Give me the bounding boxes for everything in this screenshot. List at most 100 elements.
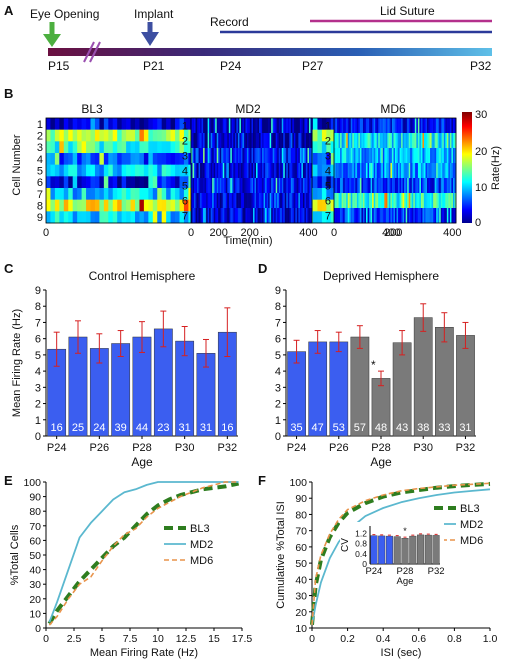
x-tick-label: P26 <box>329 442 349 454</box>
panel-label-e: E <box>4 473 13 488</box>
panel-label-c: C <box>4 261 14 276</box>
heatmap-row <box>334 118 457 134</box>
significance-marker: * <box>371 358 376 372</box>
error-bar <box>160 310 167 348</box>
error-bar <box>399 330 406 356</box>
inset-y-tick: 1.2 <box>355 529 367 539</box>
inset-bar <box>424 534 432 565</box>
error-bar <box>420 303 427 332</box>
x-tick-label: P28 <box>132 442 152 454</box>
y-tick-label: 0 <box>35 431 41 443</box>
y-tick-label: 90 <box>295 493 307 505</box>
inset-bar <box>401 538 409 565</box>
heatmap-xlabel: Time(min) <box>223 235 272 247</box>
x-tick-label: 17.5 <box>232 633 253 645</box>
heatmap-row <box>334 133 457 149</box>
heatmap-row-label: 7 <box>37 189 43 201</box>
heatmap-row-label: 2 <box>325 136 331 148</box>
timeline: Eye Opening Implant Record Lid Suture P1… <box>30 4 492 73</box>
heatmap-row-label: 5 <box>182 181 188 193</box>
heatmap-row <box>191 178 313 194</box>
bar-count-label: 48 <box>375 422 387 434</box>
series-line-md6 <box>311 482 491 625</box>
x-tick-label: P30 <box>413 442 433 454</box>
inset-x-tick: P32 <box>428 566 445 577</box>
heatmap-xtick: 400 <box>382 227 400 239</box>
error-bar <box>117 330 124 358</box>
bar-count-label: 16 <box>51 422 63 434</box>
colorbar: 30 20 10 0 Rate(Hz) <box>462 109 502 229</box>
heatmap-row-label: 1 <box>325 121 331 133</box>
panel-label-b: B <box>4 86 13 101</box>
x-axis-label: Age <box>370 455 392 469</box>
legend-label: MD6 <box>190 555 213 567</box>
y-tick-label: 70 <box>295 526 307 538</box>
bar-count-label: 44 <box>136 422 148 434</box>
heatmap-row-label: 2 <box>182 136 188 148</box>
series-line-md2 <box>48 481 239 623</box>
y-tick-label: 40 <box>295 574 307 586</box>
y-tick-label: 10 <box>295 623 307 635</box>
series-line-md2 <box>311 488 491 625</box>
heatmap-row <box>334 178 457 194</box>
bar-count-label: 23 <box>157 422 169 434</box>
inset-bar <box>370 535 378 565</box>
inset-x-label: Age <box>397 576 414 587</box>
inset-bar <box>417 534 425 565</box>
cdf-isi: 10 20 30 40 50 60 70 80 90 100 0 0.2 0.4 0.6 0.8 1.0 ISI… <box>275 477 497 659</box>
panel-label-a: A <box>4 3 14 18</box>
heatmap-row <box>334 193 457 209</box>
chart-title: Deprived Hemisphere <box>323 269 439 283</box>
colorbar-label: Rate(Hz) <box>490 146 502 190</box>
legend-label: MD2 <box>460 519 483 531</box>
y-tick-label: 30 <box>29 579 41 591</box>
heatmap-row <box>334 163 457 179</box>
heatmap-xtick: 0 <box>43 227 49 239</box>
error-bar <box>53 331 60 367</box>
bar-count-label: 31 <box>200 422 212 434</box>
y-tick-label: 6 <box>275 334 281 346</box>
colorbar-tick-30: 30 <box>475 109 487 121</box>
y-tick-label: 7 <box>275 317 281 329</box>
heatmap-row-label: 4 <box>182 166 188 178</box>
x-tick-label: P26 <box>90 442 110 454</box>
y-tick-label: 9 <box>275 285 281 297</box>
x-axis-label: Age <box>131 455 153 469</box>
bar-count-label: 24 <box>93 422 105 434</box>
x-tick-label: 7.5 <box>123 633 138 645</box>
error-bar <box>293 339 300 364</box>
inset-x-tick: P24 <box>365 566 382 577</box>
y-tick-label: 60 <box>29 535 41 547</box>
heatmap-xtick: 400 <box>299 227 317 239</box>
heatmap-row-label: 1 <box>37 119 43 131</box>
heatmap-title-md6: MD6 <box>380 102 406 116</box>
heatmap-ylabel: Cell Number <box>11 134 23 195</box>
cv-inset-chart: 00.40.81.2 * P24 P28 P32 Age CV <box>340 522 445 596</box>
bar-count-label: 31 <box>459 422 471 434</box>
inset-significance-marker: * <box>403 526 407 536</box>
error-bar <box>335 331 342 353</box>
event-implant: Implant <box>134 7 174 21</box>
y-tick-label: 3 <box>275 382 281 394</box>
colorbar-tick-10: 10 <box>475 182 487 194</box>
heatmap-row <box>334 148 457 164</box>
y-tick-label: 6 <box>35 334 41 346</box>
heatmap-row-label: 2 <box>37 131 43 143</box>
event-record: Record <box>210 15 249 29</box>
heatmap-title-md2: MD2 <box>235 102 261 116</box>
y-axis-label: Cumulative %Total ISI <box>275 501 287 609</box>
bar <box>413 317 433 437</box>
y-axis-label: Mean Firing Rate (Hz) <box>11 309 23 417</box>
y-tick-label: 20 <box>29 594 41 606</box>
legend-label: MD6 <box>460 535 483 547</box>
error-bar <box>378 370 384 387</box>
x-tick-label: P28 <box>371 442 391 454</box>
heatmap-row-label: 4 <box>325 166 331 178</box>
y-axis-label: %Total Cells <box>9 524 21 585</box>
y-tick-label: 70 <box>29 521 41 533</box>
heatmap-row-label: 3 <box>182 151 188 163</box>
y-tick-label: 1 <box>35 415 41 427</box>
heatmap-row-label: 7 <box>325 211 331 223</box>
x-tick-label: 0 <box>43 633 49 645</box>
